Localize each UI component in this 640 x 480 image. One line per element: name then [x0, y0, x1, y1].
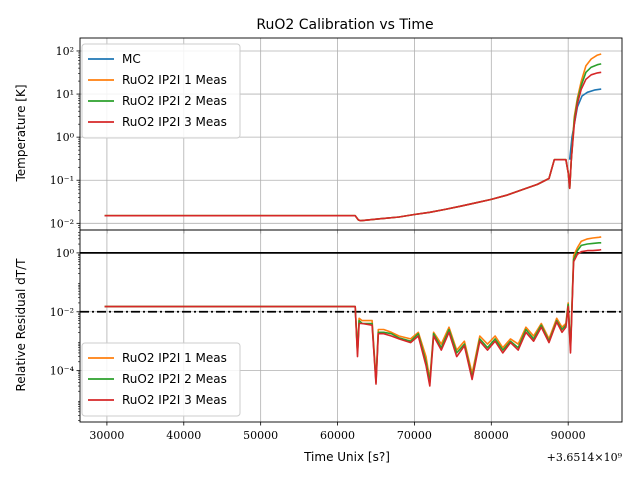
legend-label-p1-1: RuO2 IP2I 2 Meas: [122, 372, 227, 386]
legend-label-p1-0: RuO2 IP2I 1 Meas: [122, 351, 227, 365]
x-axis-label: Time Unix [s?]: [303, 450, 390, 464]
legend-box-p1: [81, 342, 241, 417]
legend-label-p0-1: RuO2 IP2I 1 Meas: [122, 73, 227, 87]
y-tick-label-p1-1: 10⁻²: [50, 306, 74, 319]
y-tick-label-p1-0: 10⁻⁴: [50, 365, 75, 378]
temperature-panel: 10⁻² 10⁻¹ 10⁰ 10¹ 10² MC RuO2 IP2I 1 Meas RuO2 …: [50, 37, 623, 234]
y-tick-label-p0-2: 10⁰: [56, 131, 75, 144]
legend-p0: MC RuO2 IP2I 1 Meas RuO2 IP2I 2 Meas RuO2 I…: [81, 43, 241, 139]
y-tick-label-p0-0: 10⁻²: [50, 217, 74, 230]
x-tick-label-2: 50000: [243, 429, 278, 442]
legend-label-p1-2: RuO2 IP2I 3 Meas: [122, 393, 227, 407]
series-line-p1-2: [104, 248, 602, 387]
y-tick-label-p1-2: 10⁰: [56, 247, 75, 260]
x-tick-label-5: 80000: [474, 429, 509, 442]
x-tick-label-6: 90000: [551, 429, 586, 442]
x-tick-label-1: 40000: [166, 429, 201, 442]
legend-label-p0-0: MC: [122, 52, 141, 66]
residual-panel: 10⁻⁴ 10⁻² 10⁰ 30000 40000 50000 60000 70000 8000…: [50, 229, 623, 442]
y-axis-label-temperature: Temperature [K]: [14, 84, 28, 182]
y-tick-label-p0-4: 10²: [56, 45, 74, 58]
series-line-p0-3: [104, 71, 602, 222]
y-tick-label-p0-3: 10¹: [56, 88, 74, 101]
x-tick-label-3: 60000: [320, 429, 355, 442]
x-axis-offset-label: +3.6514×10⁹: [547, 451, 623, 464]
x-tick-label-4: 70000: [397, 429, 432, 442]
legend-label-p0-3: RuO2 IP2I 3 Meas: [122, 115, 227, 129]
y-tick-label-p0-1: 10⁻¹: [50, 174, 74, 187]
axes-frame-p1: [79, 229, 623, 423]
x-tick-label-0: 30000: [89, 429, 124, 442]
y-axis-label-residual: Relative Residual dT/T: [14, 258, 28, 392]
chart-title: RuO2 Calibration vs Time: [256, 17, 433, 33]
legend-box-p0: [81, 43, 241, 139]
legend-label-p0-2: RuO2 IP2I 2 Meas: [122, 94, 227, 108]
legend-p1: RuO2 IP2I 1 Meas RuO2 IP2I 2 Meas RuO2 IP2…: [81, 342, 241, 417]
